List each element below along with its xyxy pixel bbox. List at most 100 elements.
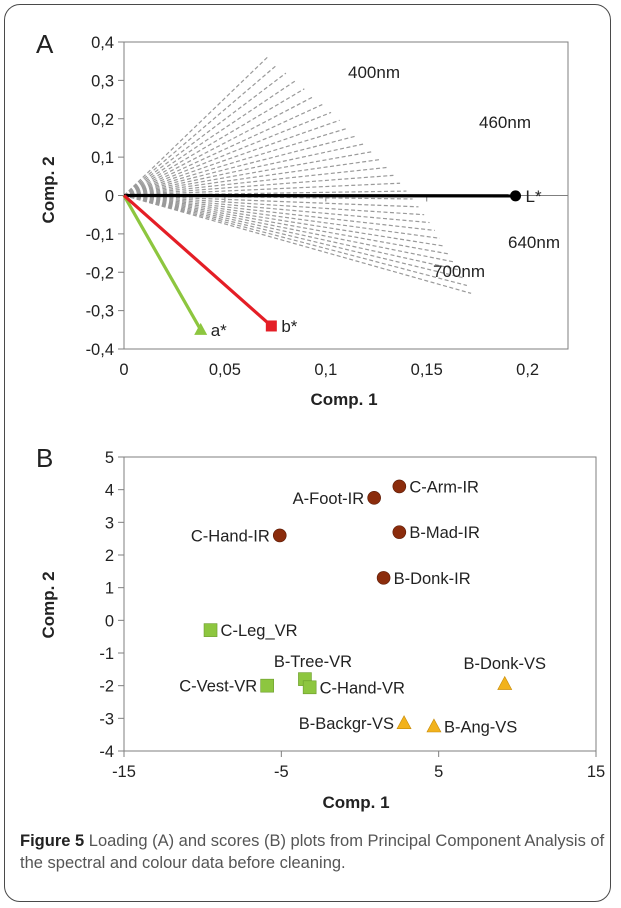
y-tick-label: -4 (99, 743, 114, 761)
wavelength-loading-line (123, 135, 357, 197)
y-tick-label: 0 (105, 188, 114, 206)
ir-point (272, 528, 287, 543)
panel-a-label: A (36, 29, 54, 59)
point-label: C-Hand-IR (191, 527, 270, 545)
y-tick-label: 0,4 (91, 34, 114, 52)
y-tick-label: 0,3 (91, 72, 114, 90)
y-tick-label: -1 (99, 645, 114, 663)
point-label: B-Mad-IR (409, 524, 480, 542)
y-tick-label: -0,3 (86, 303, 114, 321)
wavelength-loading-line (123, 119, 340, 197)
wavelength-loading-line (123, 194, 472, 294)
y-tick-label: -0,2 (86, 264, 114, 282)
wavelength-loading-line (123, 96, 314, 197)
panel-a-y-axis-title: Comp. 2 (39, 156, 58, 223)
point-label: C-Vest-VR (179, 678, 257, 696)
wavelength-loading-line (123, 127, 349, 197)
panel-b-y-axis-title: Comp. 2 (39, 571, 58, 638)
x-tick-label: -15 (112, 763, 136, 781)
panel-b-label: B (36, 443, 53, 473)
score-points: C-Arm-IR A-Foot-IR B-Mad-IR C-Hand-IR B-Donk… (179, 478, 546, 736)
wavelength-loading-line (123, 194, 425, 216)
y-tick-label: -0,1 (86, 226, 114, 244)
vs-point (497, 675, 513, 690)
y-tick-label: 3 (105, 514, 114, 532)
y-tick-label: -3 (99, 710, 114, 728)
wavelength-loading-line (123, 151, 372, 197)
wavelength-loading-line (123, 80, 296, 196)
wavelength-loading-line (123, 166, 387, 197)
scores-plot-panel-b: B Comp. 2 Comp. 1 5 4 3 2 1 0 -1 -2 -3 -4 -15 -5 5 15… (36, 443, 605, 812)
y-tick-label: -2 (99, 678, 114, 696)
y-tick-label: 1 (105, 580, 114, 598)
x-tick-label: 0,1 (314, 361, 337, 379)
loading-line-b (122, 194, 273, 328)
point-label: B-Donk-VS (463, 655, 546, 673)
wavelength-loading-line (123, 56, 268, 196)
annotation-400nm: 400nm (348, 63, 400, 82)
wavelength-loading-line (123, 143, 365, 197)
loading-line-a (122, 194, 203, 331)
point-label: C-Leg_VR (221, 622, 298, 640)
wavelength-loading-line (123, 194, 430, 224)
wavelength-loading-line (123, 194, 435, 232)
x-tick-label: 0,05 (209, 361, 241, 379)
wavelength-loading-line (123, 194, 459, 271)
figure-frame (4, 4, 611, 902)
point-label: B-Tree-VR (274, 653, 352, 671)
wavelength-loading-line (123, 64, 278, 196)
panel-a-axes: 0,4 0,3 0,2 0,1 0 -0,1 -0,2 -0,3 -0,4 0 0,05 0,1 0,1… (86, 34, 569, 379)
loading-plot-panel-a: A Comp. 2 Comp. 1 0,4 0,3 0,2 0,1 0 -0,1 -0,2 -… (36, 29, 569, 409)
point-label: B-Donk-IR (394, 570, 471, 588)
vr-point (260, 678, 274, 693)
x-tick-label: 0,2 (516, 361, 539, 379)
y-tick-label: 4 (105, 482, 114, 500)
wavelength-loading-line (123, 104, 323, 197)
a-marker (194, 322, 208, 335)
wavelength-loading-line (123, 182, 401, 197)
ir-point (392, 479, 407, 494)
point-label: C-Hand-VR (320, 679, 405, 697)
wavelength-loading-line (123, 194, 440, 239)
y-tick-label: 0,2 (91, 111, 114, 129)
y-tick-label: -0,4 (86, 341, 114, 359)
annotation-700nm: 700nm (433, 262, 485, 281)
wavelength-loading-lines (123, 56, 472, 294)
vr-point (203, 623, 218, 637)
ir-point (376, 571, 391, 585)
y-tick-label: 0 (105, 612, 114, 630)
colour-loading-lines: L* a* b* (122, 187, 542, 340)
L-marker (510, 190, 522, 202)
wavelength-loading-line (123, 194, 445, 247)
panel-b-axes: 5 4 3 2 1 0 -1 -2 -3 -4 -15 -5 5 15 (99, 449, 605, 781)
wavelength-annotations: 400nm 460nm 640nm 700nm (348, 63, 560, 281)
x-tick-label: 5 (434, 763, 443, 781)
y-tick-label: 0,1 (91, 149, 114, 167)
point-label: B-Ang-VS (444, 719, 517, 737)
ir-point (392, 525, 407, 539)
series-label: L* (526, 187, 542, 206)
vs-point (396, 715, 412, 730)
ir-point (367, 491, 381, 505)
wavelength-loading-line (123, 194, 468, 287)
x-tick-label: 0 (119, 361, 128, 379)
wavelength-loading-line (123, 88, 305, 197)
wavelength-loading-line (123, 72, 287, 196)
x-tick-label: 0,15 (411, 361, 443, 379)
wavelength-loading-line (123, 194, 463, 279)
series-label: b* (281, 317, 297, 336)
b-marker (265, 320, 277, 332)
y-tick-label: 2 (105, 547, 114, 565)
wavelength-loading-line (123, 111, 332, 197)
wavelength-loading-line (123, 194, 454, 263)
x-tick-label: 15 (587, 763, 605, 781)
series-label: a* (211, 321, 227, 340)
panel-a-x-axis-title: Comp. 1 (310, 390, 377, 409)
point-label: B-Backgr-VS (299, 715, 394, 733)
point-label: A-Foot-IR (293, 490, 365, 508)
vr-point (302, 680, 317, 695)
figure-caption: Figure 5 Loading (A) and scores (B) plot… (20, 830, 610, 874)
point-label: C-Arm-IR (409, 478, 479, 496)
caption-figure-number: Figure 5 (20, 832, 85, 850)
